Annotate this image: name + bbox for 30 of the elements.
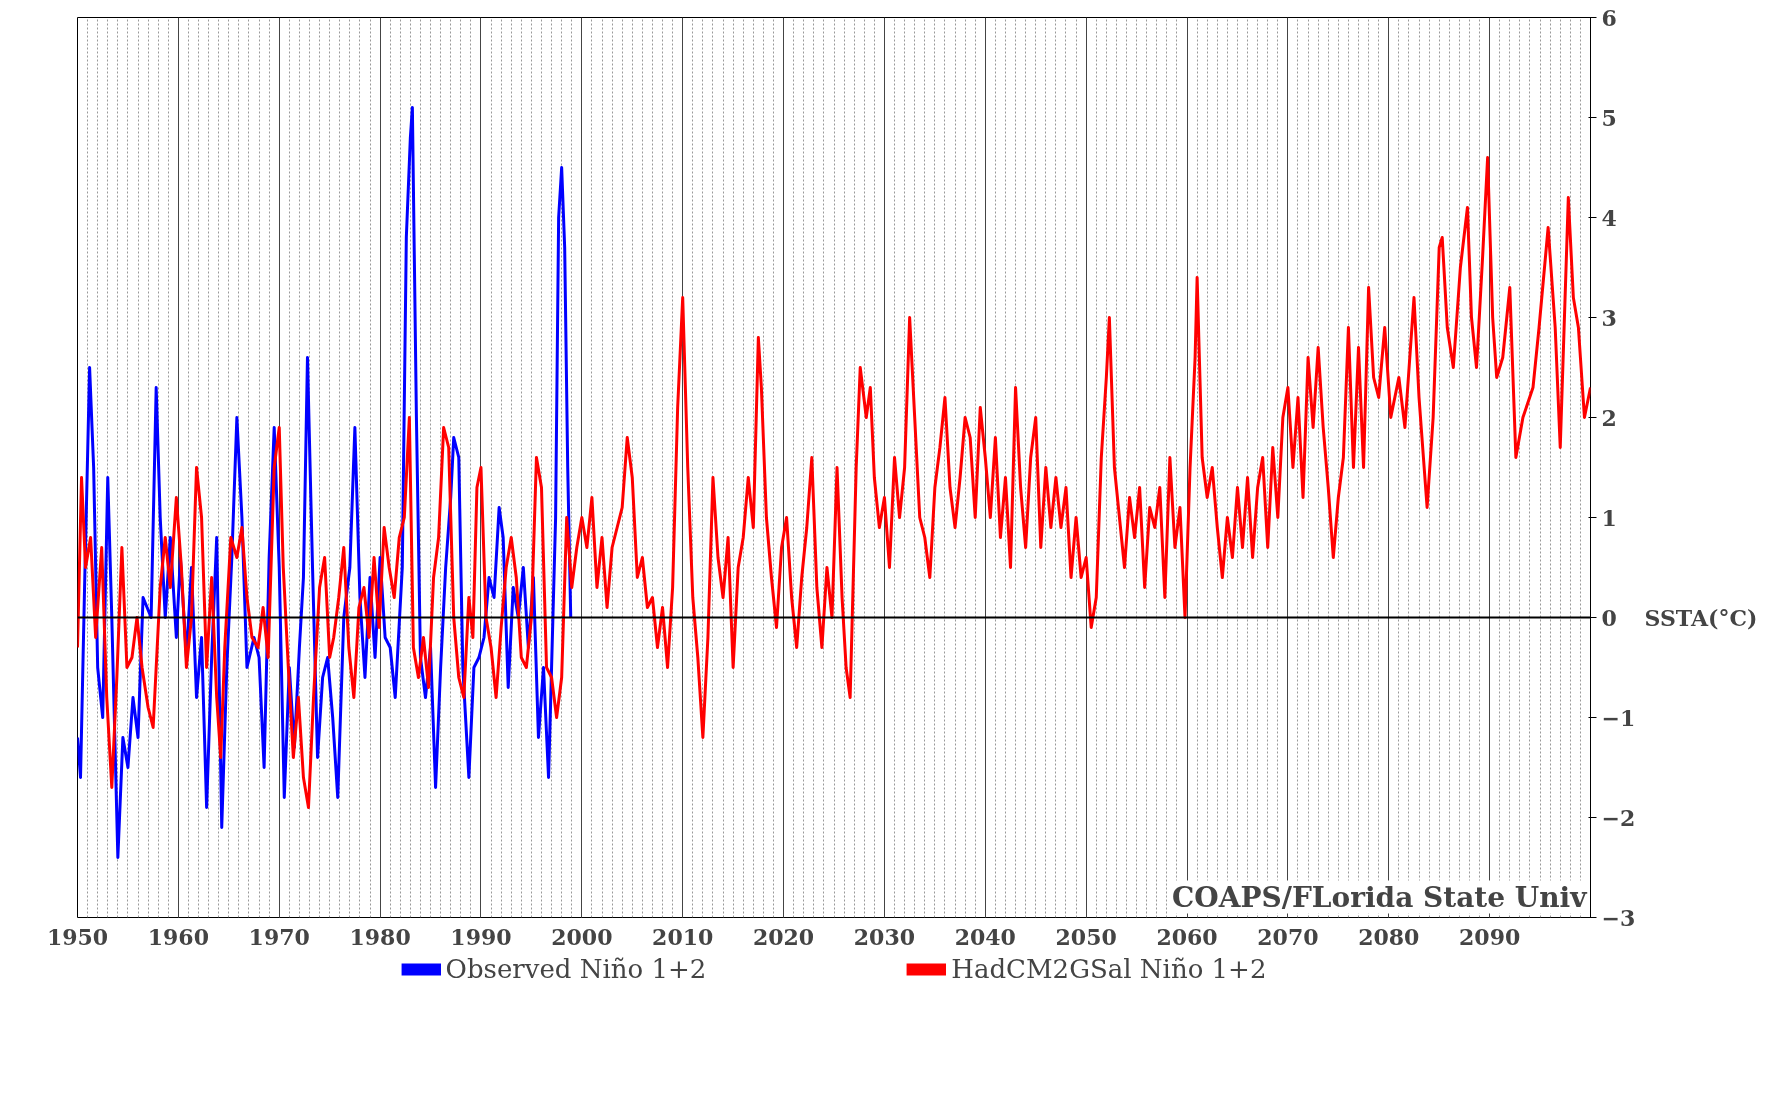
legend-label: Observed Niño 1+2: [445, 954, 707, 984]
line-series: [77, 156, 1591, 809]
y-tick-label: 1: [1601, 504, 1617, 531]
y-tick-label: 4: [1601, 204, 1617, 231]
x-tick-label: 1990: [450, 923, 512, 950]
x-tick-label: 1970: [248, 923, 310, 950]
y-tick-label: 0: [1601, 604, 1617, 631]
x-tick-label: 2040: [954, 923, 1016, 950]
y-tick-label: 6: [1601, 4, 1617, 31]
y-tick-label: 5: [1601, 104, 1617, 131]
y-tick-label: −2: [1601, 804, 1636, 831]
x-tick-label: 1960: [147, 923, 209, 950]
x-tick-label: 2000: [551, 923, 613, 950]
x-tick-label: 2010: [652, 923, 714, 950]
y-tick-label: 3: [1601, 304, 1617, 331]
y-tick-label: −3: [1601, 904, 1636, 931]
y-tick-label: −1: [1601, 704, 1636, 731]
legend-label: HadCM2GSal Niño 1+2: [951, 954, 1267, 984]
annotation: COAPS/FLorida State Univ: [1172, 880, 1588, 914]
x-tick-label: 1980: [349, 923, 411, 950]
x-tick-label: 2060: [1156, 923, 1218, 950]
x-tick-label: 2080: [1358, 923, 1420, 950]
x-tick-label: 2090: [1459, 923, 1521, 950]
y-tick-label: 2: [1601, 404, 1617, 431]
x-tick-label: 2050: [1055, 923, 1117, 950]
x-tick-label: 2030: [853, 923, 916, 950]
x-tick-label: 1950: [46, 923, 109, 950]
x-tick-label: 2070: [1257, 923, 1319, 950]
x-tick-label: 2020: [752, 923, 815, 950]
y-axis-title: SSTA(°C): [1644, 604, 1758, 631]
